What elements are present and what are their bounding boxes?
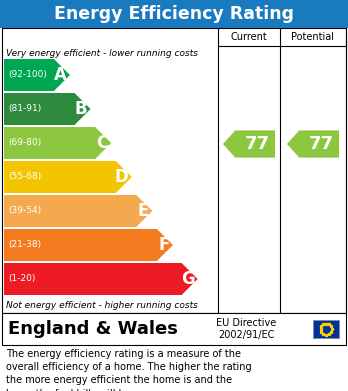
Polygon shape: [4, 93, 90, 125]
Text: (21-38): (21-38): [8, 240, 41, 249]
Text: 77: 77: [309, 135, 334, 153]
Text: Potential: Potential: [292, 32, 334, 42]
Text: The energy efficiency rating is a measure of the
overall efficiency of a home. T: The energy efficiency rating is a measur…: [6, 349, 252, 391]
Text: Very energy efficient - lower running costs: Very energy efficient - lower running co…: [6, 50, 198, 59]
Text: Current: Current: [231, 32, 267, 42]
Bar: [2, 28, 346, 313]
Bar: [313, 320, 339, 338]
Text: (1-20): (1-20): [8, 274, 35, 283]
Text: E: E: [138, 202, 149, 220]
Text: D: D: [115, 168, 129, 186]
Text: EU Directive
2002/91/EC: EU Directive 2002/91/EC: [216, 318, 276, 340]
Text: B: B: [75, 100, 87, 118]
Bar: [0, 0, 348, 28]
Polygon shape: [4, 229, 173, 261]
Polygon shape: [4, 195, 152, 227]
Text: 77: 77: [245, 135, 270, 153]
Text: (92-100): (92-100): [8, 70, 47, 79]
Text: (81-91): (81-91): [8, 104, 41, 113]
Text: G: G: [181, 270, 195, 288]
Bar: [2, 313, 346, 345]
Text: (55-68): (55-68): [8, 172, 41, 181]
Text: England & Wales: England & Wales: [8, 320, 178, 338]
Polygon shape: [4, 127, 111, 159]
Text: C: C: [96, 134, 108, 152]
Text: A: A: [54, 66, 67, 84]
Polygon shape: [4, 263, 198, 295]
Text: Not energy efficient - higher running costs: Not energy efficient - higher running co…: [6, 301, 198, 310]
Polygon shape: [4, 59, 70, 91]
Text: F: F: [159, 236, 170, 254]
Text: (69-80): (69-80): [8, 138, 41, 147]
Text: Energy Efficiency Rating: Energy Efficiency Rating: [54, 5, 294, 23]
Polygon shape: [4, 161, 132, 193]
Text: (39-54): (39-54): [8, 206, 41, 215]
Polygon shape: [223, 131, 275, 158]
Polygon shape: [287, 131, 339, 158]
